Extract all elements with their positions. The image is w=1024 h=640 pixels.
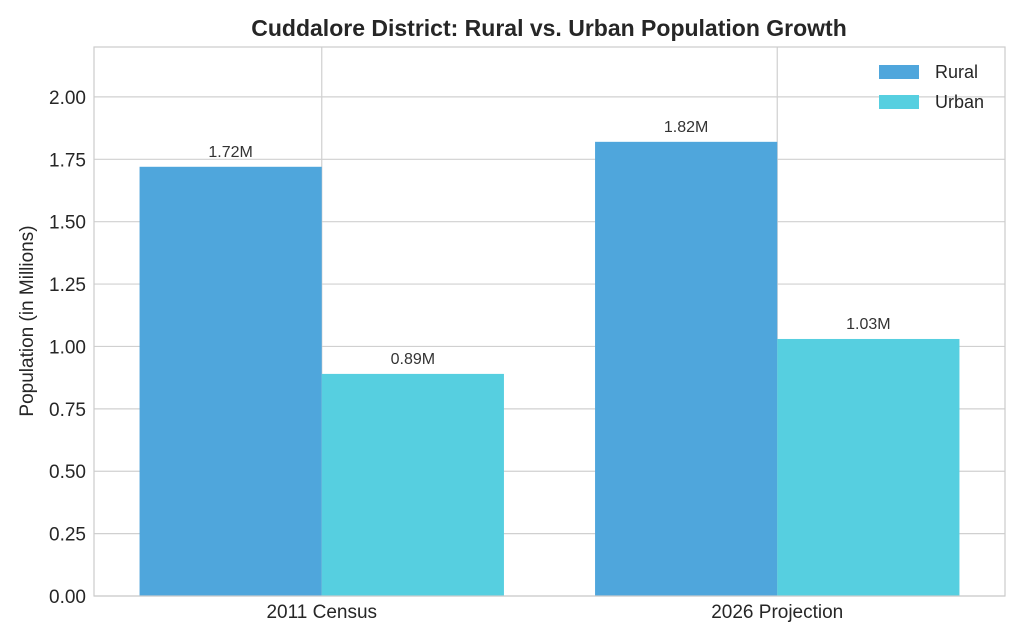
chart-title: Cuddalore District: Rural vs. Urban Popu… xyxy=(251,15,847,41)
bar-urban xyxy=(777,338,960,596)
data-label: 0.89M xyxy=(391,351,435,368)
bar-rural xyxy=(595,141,778,596)
legend-label: Rural xyxy=(935,62,978,82)
x-tick-labels: 2011 Census 2026 Projection xyxy=(266,602,843,623)
y-tick-label: 0.50 xyxy=(49,462,86,483)
bar-urban xyxy=(321,373,504,596)
data-label: 1.72M xyxy=(208,144,252,161)
plot-frame xyxy=(93,46,1006,597)
legend-swatch-urban xyxy=(879,95,919,109)
bars xyxy=(139,141,960,597)
x-tick-label: 2011 Census xyxy=(266,602,377,623)
x-tick-label: 2026 Projection xyxy=(711,602,843,623)
y-tick-label: 0.25 xyxy=(49,525,86,546)
y-axis-label: Population (in Millions) xyxy=(17,225,38,416)
y-tick-label: 0.75 xyxy=(49,400,86,421)
y-tick-label: 2.00 xyxy=(49,88,86,109)
y-tick-label: 1.75 xyxy=(49,150,86,171)
data-label: 1.82M xyxy=(664,119,708,136)
bar-rural xyxy=(139,166,322,597)
data-label: 1.03M xyxy=(846,316,890,333)
legend: Rural Urban xyxy=(879,62,984,112)
y-tick-label: 1.50 xyxy=(49,213,86,234)
y-tick-label: 1.25 xyxy=(49,275,86,296)
y-tick-label: 1.00 xyxy=(49,337,86,358)
data-labels: 1.72M 1.82M 0.89M 1.03M xyxy=(208,119,890,368)
legend-label: Urban xyxy=(935,92,984,112)
y-tick-labels: 0.00 0.25 0.50 0.75 1.00 1.25 1.50 1.75 2.00 xyxy=(49,88,86,608)
legend-swatch-rural xyxy=(879,65,919,79)
y-tick-label: 0.00 xyxy=(49,587,86,608)
